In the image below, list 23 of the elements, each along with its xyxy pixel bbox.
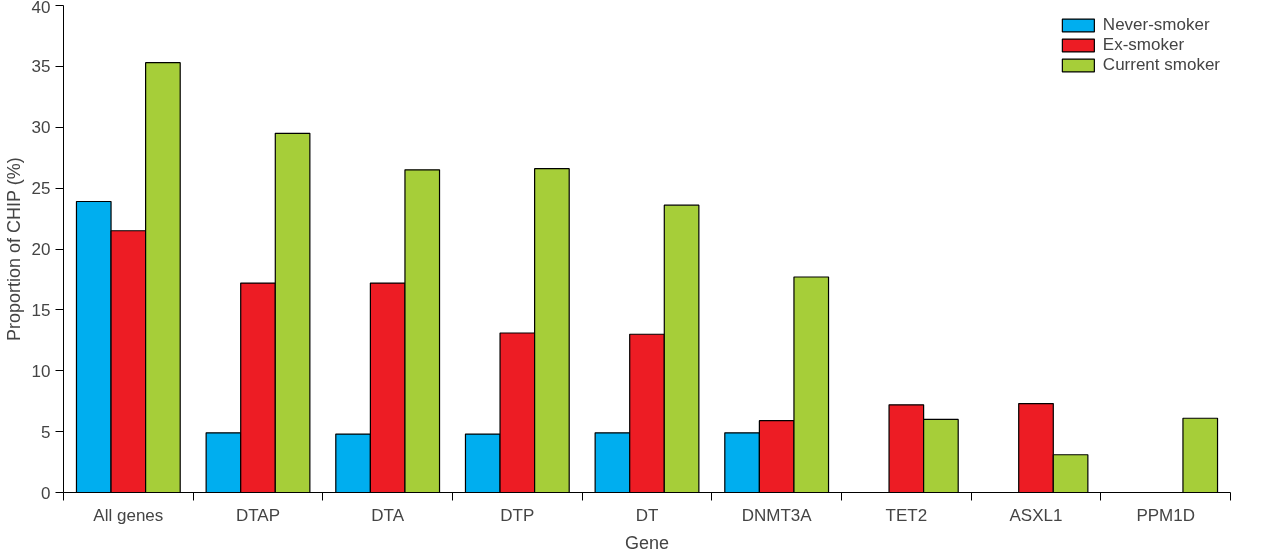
- y-tick-label: 30: [31, 118, 51, 138]
- y-tick-label: 25: [31, 179, 51, 199]
- y-tick-label: 5: [41, 422, 51, 442]
- x-axis-title: Gene: [624, 532, 670, 553]
- x-tick-label: DTA: [371, 505, 405, 525]
- x-tick-label: DTAP: [235, 505, 281, 525]
- y-tick-label: 0: [41, 483, 51, 503]
- y-tick-label: 40: [31, 0, 51, 17]
- y-axis-title: Proportion of CHIP (%): [3, 157, 24, 342]
- x-tick-label: DNMT3A: [741, 505, 813, 525]
- y-tick-label: 35: [31, 57, 51, 77]
- x-tick-label: All genes: [93, 505, 164, 525]
- x-tick-label: DTP: [500, 505, 535, 525]
- legend-label: Never-smoker: [1102, 15, 1210, 35]
- y-tick-label: 10: [31, 361, 51, 381]
- x-tick-label: PPM1D: [1136, 505, 1195, 525]
- x-tick-label: DT: [635, 505, 659, 525]
- legend-label: Current smoker: [1102, 55, 1220, 75]
- legend-label: Ex-smoker: [1102, 35, 1185, 55]
- y-tick-label: 15: [31, 300, 51, 320]
- x-tick-label: TET2: [885, 505, 928, 525]
- y-tick-label: 20: [31, 240, 51, 259]
- x-tick-label: ASXL1: [1009, 505, 1063, 525]
